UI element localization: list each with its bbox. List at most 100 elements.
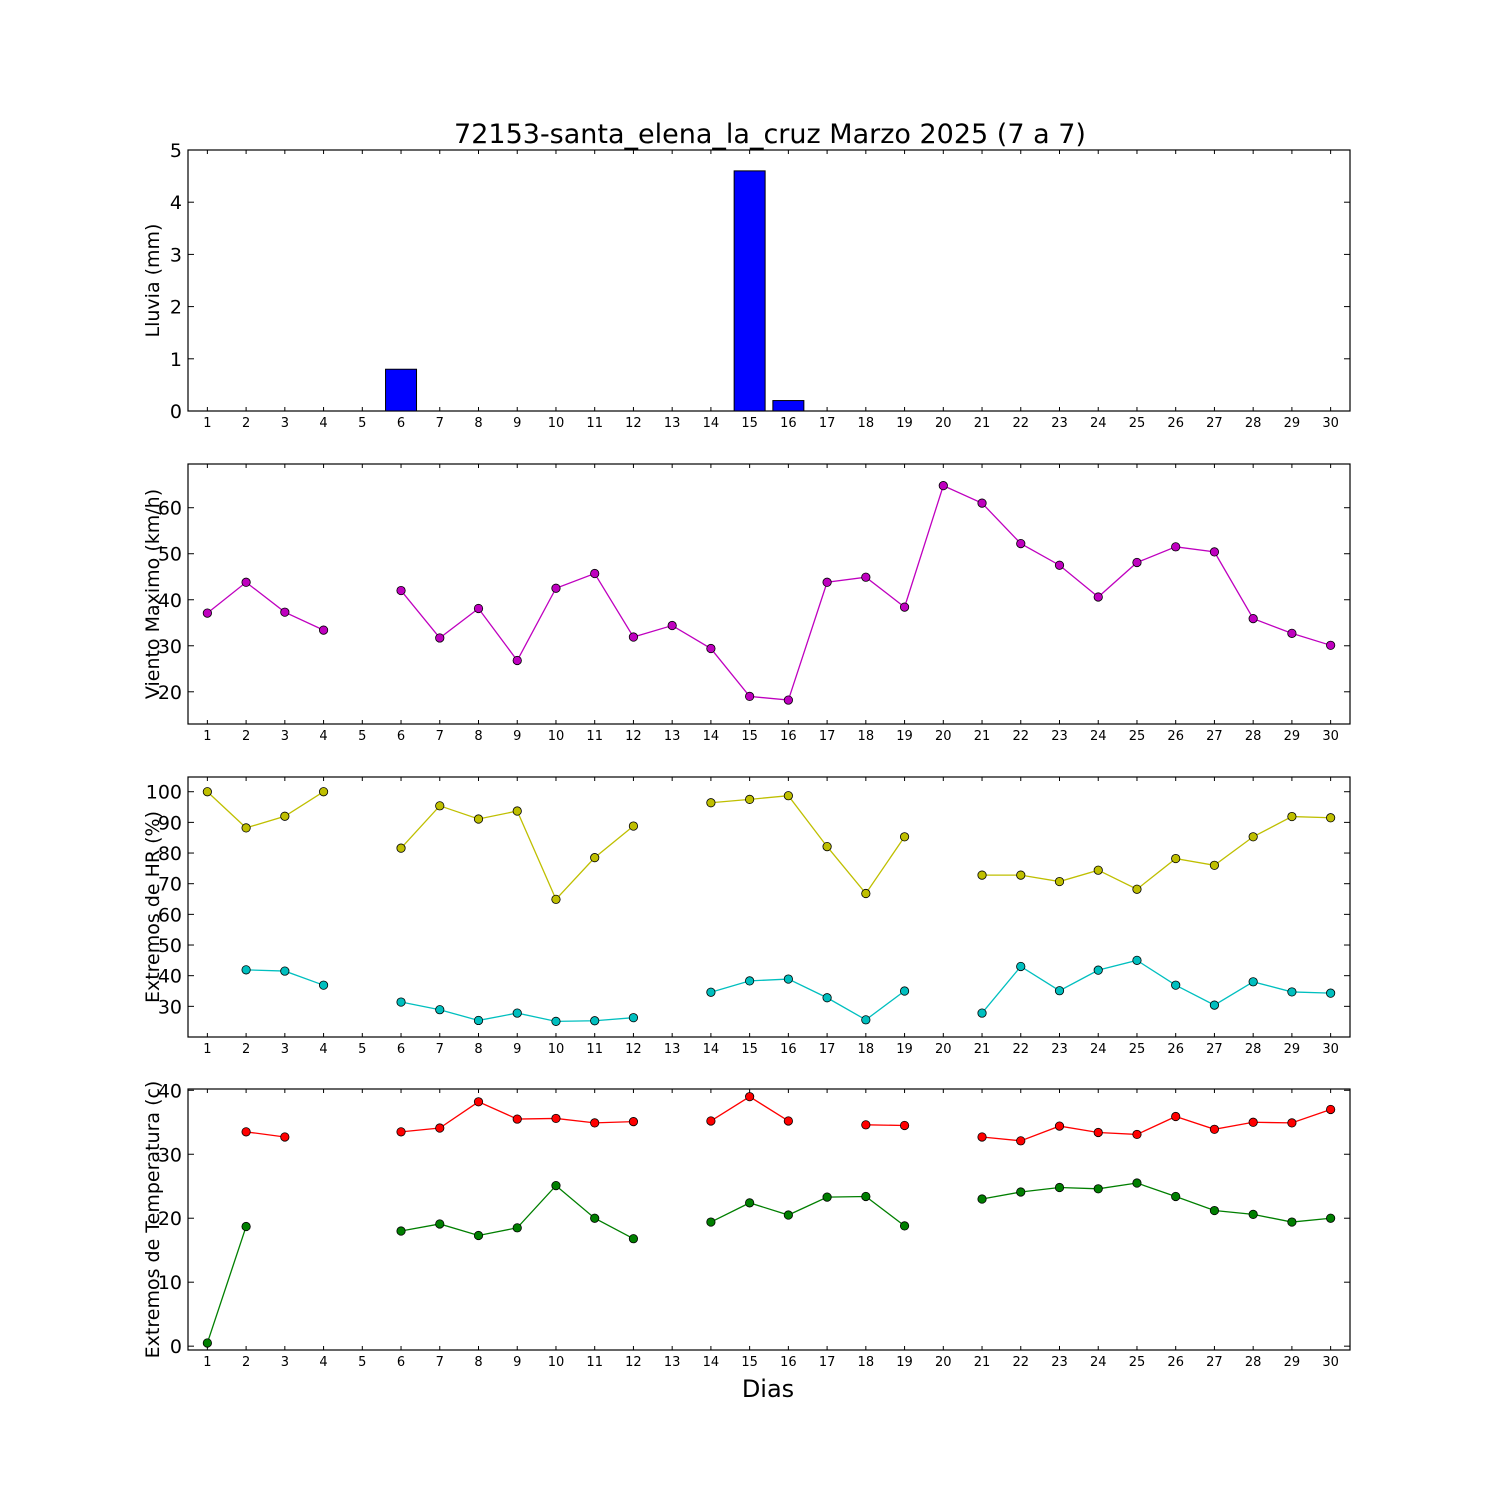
temperature-series-0-point: [745, 1092, 755, 1102]
humidity-xtick-label: 27: [1206, 1042, 1223, 1057]
humidity-xtick-label: 29: [1284, 1042, 1301, 1057]
temperature-series-0-point: [473, 1097, 484, 1107]
wind-series-0-point: [667, 620, 677, 631]
temperature-xtick-label: 26: [1167, 1355, 1184, 1370]
rain-xtick-label: 15: [741, 416, 758, 431]
wind-xtick-label: 16: [780, 729, 797, 744]
humidity-xtick-label: 17: [819, 1042, 836, 1057]
humidity-ytick-label: 100: [146, 782, 182, 804]
humidity-series-1-point: [783, 974, 793, 984]
rain-xtick-label: 5: [358, 416, 366, 431]
humidity-series-0-point: [899, 832, 910, 842]
temperature-series-1-point: [1054, 1182, 1065, 1193]
rain-xtick-label: 14: [703, 416, 720, 431]
humidity-series-1-point: [551, 1016, 561, 1026]
wind-series-0-point: [938, 481, 948, 491]
rain-xtick-label: 7: [436, 416, 444, 431]
humidity-series-1-point: [435, 1005, 445, 1015]
wind-xtick-label: 27: [1206, 729, 1223, 744]
rain-xtick-label: 24: [1090, 416, 1107, 431]
humidity-xtick-label: 7: [436, 1042, 444, 1057]
humidity-series-1-point: [590, 1016, 600, 1026]
temperature-series-0-point: [1326, 1104, 1336, 1115]
rain-xtick-label: 8: [474, 416, 482, 431]
wind-series-0-point: [1209, 547, 1220, 557]
temperature-series-1-point: [1093, 1184, 1103, 1194]
temperature-xtick-label: 23: [1051, 1355, 1068, 1370]
rain-xtick-label: 23: [1051, 416, 1068, 431]
humidity-series-0-point: [1132, 884, 1142, 894]
temperature-ytick-label: 0: [170, 1336, 182, 1358]
temperature-xtick-label: 7: [436, 1355, 444, 1370]
rain-ytick-label: 2: [170, 297, 182, 319]
wind-y-axis-label: Viento Maximo (km/h): [142, 489, 164, 699]
temperature-xtick-label: 11: [586, 1355, 603, 1370]
wind-series-0-point: [396, 585, 406, 596]
wind-xtick-label: 24: [1090, 729, 1107, 744]
rain-xtick-label: 2: [242, 416, 250, 431]
rain-xtick-label: 27: [1206, 416, 1223, 431]
temperature-series-1-point: [1326, 1213, 1336, 1223]
wind-series-0-point: [435, 633, 445, 643]
humidity-series-1-point: [396, 997, 406, 1007]
humidity-series-1-point: [628, 1013, 639, 1023]
wind-series-0-point: [861, 572, 871, 582]
wind-xtick-label: 21: [974, 729, 991, 744]
humidity-xtick-label: 9: [513, 1042, 521, 1057]
wind-series-0-point: [280, 607, 290, 617]
rain-xtick-label: 12: [625, 416, 642, 431]
temperature-series-0-point: [706, 1116, 716, 1126]
humidity-series-1-point: [1016, 961, 1026, 972]
humidity-series-0-point: [861, 888, 871, 899]
temperature-xtick-label: 19: [896, 1355, 913, 1370]
rain-xtick-label: 1: [203, 416, 211, 431]
temperature-xtick-label: 20: [935, 1355, 952, 1370]
wind-series-0-point: [1248, 614, 1258, 624]
rain-ytick-label: 4: [170, 192, 182, 214]
rain-xtick-label: 16: [780, 416, 797, 431]
humidity-series-1-point: [1248, 977, 1258, 987]
humidity-ytick-label: 90: [158, 812, 182, 834]
wind-series-0-point: [1171, 542, 1181, 552]
temperature-series-0-point: [1248, 1117, 1258, 1127]
temperature-xtick-label: 27: [1206, 1355, 1223, 1370]
rain-ytick-label: 5: [170, 140, 182, 162]
wind-ytick-label: 50: [158, 544, 182, 566]
temperature-xtick-label: 12: [625, 1355, 642, 1370]
temperature-series-1-point: [202, 1338, 212, 1348]
temperature-series-1-point: [435, 1219, 445, 1229]
humidity-ytick-label: 60: [158, 904, 182, 926]
wind-series-0-point: [590, 568, 600, 579]
humidity-xtick-label: 26: [1167, 1042, 1184, 1057]
wind-xtick-label: 5: [358, 729, 366, 744]
temperature-xtick-label: 5: [358, 1355, 366, 1370]
wind-series-0-point: [628, 632, 639, 642]
temperature-xtick-label: 24: [1090, 1355, 1107, 1370]
wind-xtick-label: 20: [935, 729, 952, 744]
wind-series-0-point: [1287, 628, 1297, 638]
temperature-series-0-point: [1132, 1129, 1142, 1140]
humidity-y-axis-label: Extremos de HR (%): [142, 811, 164, 1003]
temperature-series-1-point: [745, 1198, 755, 1208]
humidity-series-0-point: [241, 823, 251, 833]
wind-axes-frame: [187, 463, 1351, 725]
rain-xtick-label: 19: [896, 416, 913, 431]
humidity-xtick-label: 11: [586, 1042, 603, 1057]
rain-xtick-label: 17: [819, 416, 836, 431]
wind-series-0-point: [1093, 592, 1103, 602]
temperature-series-1-line: [710, 1195, 905, 1227]
temperature-ytick-label: 20: [158, 1208, 182, 1230]
rain-xtick-label: 11: [586, 416, 603, 431]
wind-series-0-point: [822, 577, 832, 587]
rain-xtick-label: 10: [548, 416, 565, 431]
humidity-series-0-point: [628, 821, 639, 831]
temperature-xtick-label: 29: [1284, 1355, 1301, 1370]
temperature-ytick-label: 30: [158, 1144, 182, 1166]
humidity-series-1-point: [512, 1008, 522, 1018]
temperature-xtick-label: 30: [1322, 1355, 1339, 1370]
temperature-series-0-point: [512, 1114, 522, 1124]
x-axis-label: Dias: [742, 1375, 794, 1403]
